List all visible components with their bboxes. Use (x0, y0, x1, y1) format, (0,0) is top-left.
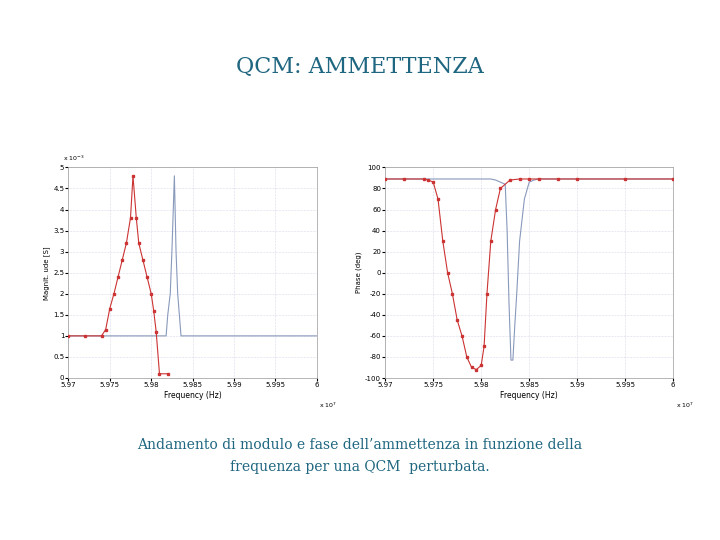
X-axis label: Frequency (Hz): Frequency (Hz) (163, 391, 222, 400)
Text: x 10$^7$: x 10$^7$ (676, 400, 694, 410)
Y-axis label: Magnit. ude [S]: Magnit. ude [S] (44, 246, 50, 300)
Text: QCM: AMMETTENZA: QCM: AMMETTENZA (236, 57, 484, 78)
X-axis label: Frequency (Hz): Frequency (Hz) (500, 391, 558, 400)
Y-axis label: Phase (deg): Phase (deg) (356, 252, 362, 293)
Text: Andamento di modulo e fase dell’ammettenza in funzione della
frequenza per una Q: Andamento di modulo e fase dell’ammetten… (138, 438, 582, 474)
Text: x 10$^{-3}$: x 10$^{-3}$ (63, 154, 85, 163)
Text: x 10$^7$: x 10$^7$ (319, 400, 338, 410)
